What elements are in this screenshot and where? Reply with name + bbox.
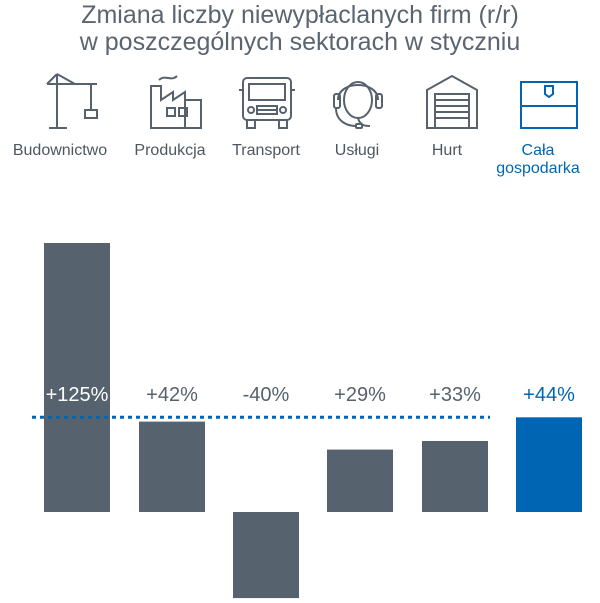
value-label-produkcja: +42%	[146, 384, 198, 406]
value-label-uslugi: +29%	[334, 384, 386, 406]
bar-transport	[233, 512, 299, 599]
bar-hurt	[422, 440, 488, 512]
value-label-transport: -40%	[243, 384, 290, 406]
bar-uslugi	[327, 449, 393, 512]
bar-budownictwo	[44, 243, 110, 512]
value-label-hurt: +33%	[429, 384, 481, 406]
category-label-transport: Transport	[232, 142, 300, 159]
flag-icon	[520, 81, 578, 129]
chart-title-line1: Zmiana liczby niewypłaclanych firm (r/r)	[81, 1, 519, 29]
category-label-produkcja: Produkcja	[134, 142, 206, 159]
chart-title-line2: w poszczególnych sektorach w styczniu	[79, 28, 521, 56]
truck-icon	[239, 77, 295, 129]
category-label-cala-gospodarka: Cała gospodarka	[496, 142, 580, 177]
warehouse-icon	[426, 74, 478, 129]
category-label-hurt: Hurt	[431, 142, 463, 159]
value-label-budownictwo: +125%	[46, 384, 109, 406]
headset-icon	[333, 81, 383, 129]
factory-icon	[150, 75, 202, 129]
bar-produkcja	[139, 421, 205, 512]
value-label-cala-gospodarka: +44%	[523, 384, 575, 406]
crane-icon	[46, 73, 98, 129]
category-label-budownictwo: Budownictwo	[12, 142, 108, 159]
bar-cala-gospodarka	[516, 417, 582, 512]
category-label-uslugi: Usługi	[334, 142, 380, 159]
